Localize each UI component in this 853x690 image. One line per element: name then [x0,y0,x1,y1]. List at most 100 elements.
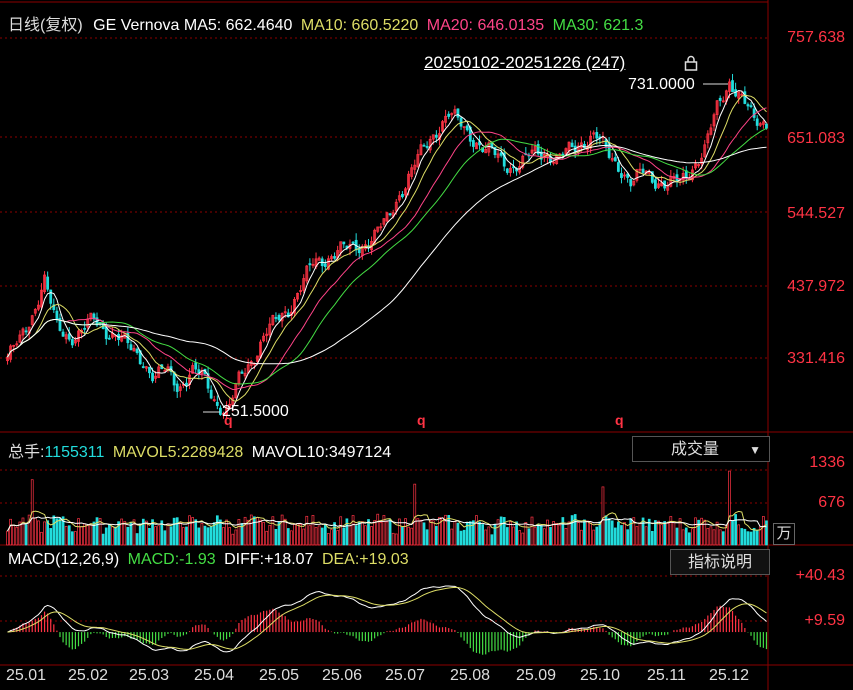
volume-bar [311,515,315,546]
volume-bar [92,521,96,546]
volume-bar [499,516,503,546]
candle-body [533,145,537,152]
volume-bar [694,517,697,546]
volume-bar [354,525,358,546]
volume-bar [67,525,71,546]
indicator-help-button[interactable]: 指标说明 [670,549,770,575]
lock-icon[interactable] [684,55,698,71]
volume-bar [394,533,398,546]
mavol10-value: 3497124 [328,444,392,461]
candle-body [311,263,315,266]
volume-bar [512,526,515,546]
volume-bar [345,518,349,546]
volume-bar [58,518,62,546]
volume-bar [725,525,728,546]
volume-bar [493,524,497,546]
volume-bar [549,526,552,546]
q-marker-1[interactable]: q [224,412,233,428]
q-marker-2[interactable]: q [417,412,426,428]
period-label[interactable]: 日线(复权) [8,17,83,34]
volume-bar [37,520,40,546]
volume-bar [416,518,420,546]
volume-bar [459,530,463,546]
candle-body [610,158,614,161]
ma30-value: 621.3 [603,17,644,34]
q-marker-3[interactable]: q [615,412,624,428]
candle-body [595,132,599,139]
volume-bar [290,530,293,546]
volume-bar [570,515,574,546]
volume-bar [487,526,491,546]
volume-bar [737,524,741,546]
stock-name: GE Vernova [93,17,180,34]
volume-bar [410,527,414,546]
volume-bar [728,470,731,546]
volume-bar [126,526,130,546]
x-tick-5: 25.05 [259,667,300,684]
volume-bar [382,515,386,546]
candle-body [471,140,475,147]
volume-bar [330,529,333,546]
volume-bar [518,530,522,546]
candle-body [148,366,151,374]
candle-body [728,81,731,92]
volume-bar [564,528,568,546]
volume-bar [542,528,546,546]
volume-bar [666,522,670,546]
candle-body [579,142,583,149]
candle-body [308,263,312,266]
candle-body [613,157,617,162]
volume-bar [327,533,330,546]
volume-bar [484,529,488,546]
volume-bar [712,529,716,546]
ma10-value: 660.5220 [351,17,419,34]
volume-bar [141,518,145,546]
candle-body [274,317,278,319]
candle-body [323,263,327,267]
volume-bar [228,527,232,546]
ma10-line [7,94,767,402]
candle-body [129,344,133,351]
diff-value: +18.07 [264,551,314,568]
volume-bar [293,523,296,546]
volume-bar [524,522,528,546]
macd-params[interactable]: MACD(12,26,9) [8,551,120,568]
candle-body [135,348,139,353]
volume-tick-2: 676 [818,494,845,511]
volume-bar [240,523,244,546]
candle-body [351,241,355,244]
volume-bar [33,517,37,546]
candle-body [657,183,660,188]
x-tick-12: 25.12 [709,667,750,684]
volume-bar [657,520,660,546]
candle-body [740,93,744,96]
candle-body [12,344,16,347]
candle-body [401,194,404,198]
candle-body [700,157,704,165]
candle-body [40,289,43,308]
mavol5-label: MAVOL5: [112,444,181,461]
volume-bar [49,528,53,546]
volume-bar [586,520,589,546]
candle-body [36,304,40,310]
candle-body [21,328,25,336]
volume-bar [370,526,373,546]
volume-bar [43,521,46,546]
volume-bar [6,530,9,546]
volume-indicator-select[interactable]: 成交量 ▼ [632,436,770,462]
volume-bar [573,514,577,546]
candle-body [382,218,386,225]
volume-bar [259,519,262,546]
volume-bar [46,520,49,546]
volume-bar [104,527,108,546]
volume-bar [237,519,241,546]
x-tick-8: 25.08 [450,667,491,684]
volume-bar [709,526,713,546]
volume-bar [632,517,636,546]
volume-bar [351,515,355,546]
volume-bar [98,518,102,546]
range-label[interactable]: 20250102-20251226 (247) [424,53,626,72]
volume-bar [598,521,602,546]
